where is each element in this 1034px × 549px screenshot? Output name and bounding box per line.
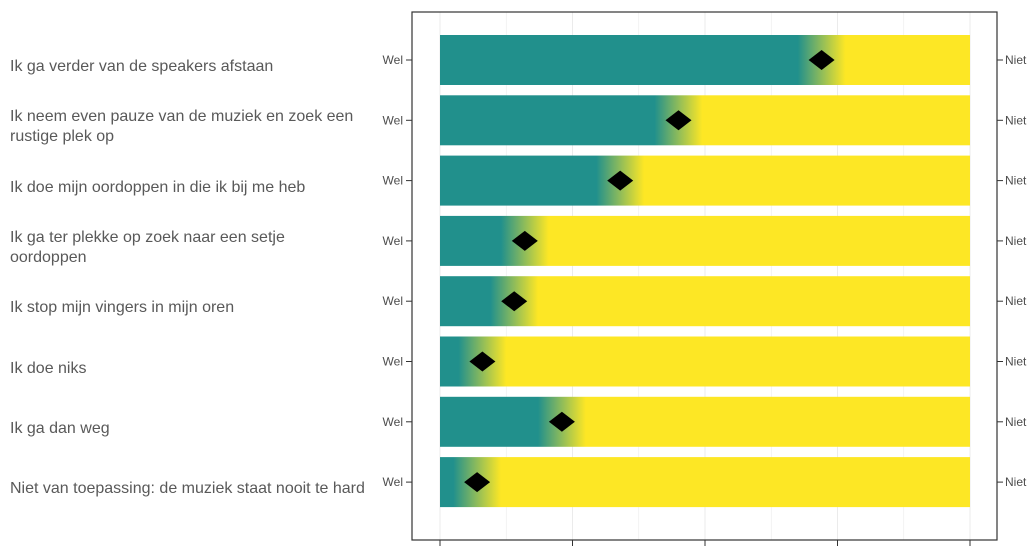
right-axis-label: Niet (1005, 174, 1027, 188)
category-label: Ik doe niks (10, 359, 87, 377)
bar (440, 336, 970, 387)
bar (440, 155, 970, 206)
bar (440, 396, 970, 447)
left-axis-label: Wel (383, 53, 403, 67)
category-label: Ik ga dan weg (10, 419, 110, 437)
data-marker (548, 411, 575, 432)
category-label: Ik ga verder van de speakers afstaan (10, 58, 274, 75)
bar (440, 35, 970, 85)
right-axis-label: Niet (1005, 234, 1027, 248)
data-marker (808, 50, 835, 70)
right-axis-label: Niet (1005, 415, 1027, 429)
category-label: Niet van toepassing: de muziek staat noo… (10, 480, 365, 498)
data-marker (469, 351, 496, 372)
data-marker (511, 230, 538, 251)
bar (440, 276, 970, 327)
data-marker (665, 110, 692, 131)
left-axis-label: Wel (383, 475, 403, 489)
left-axis-label: Wel (383, 294, 403, 308)
bar (440, 95, 970, 146)
category-label: Ik stop mijn vingers in mijn oren (10, 299, 235, 317)
category-label: Ik neem even pauze van de muziek en zoek… (10, 108, 354, 146)
right-axis-label: Niet (1005, 355, 1027, 369)
left-axis-label: Wel (383, 113, 403, 127)
markers (464, 50, 835, 493)
right-axis-label: Niet (1005, 113, 1027, 127)
right-axis-label: Niet (1005, 475, 1027, 489)
category-label: Ik doe mijn oordoppen in die ik bij me h… (10, 178, 306, 196)
x-ticks: 0255075100 (439, 540, 971, 546)
bars (440, 35, 970, 508)
data-marker (464, 472, 491, 493)
bar (440, 457, 970, 508)
left-axis-label: Wel (383, 355, 403, 369)
left-axis-label: Wel (383, 234, 403, 248)
panel-border (411, 11, 998, 541)
right-axis-label: Niet (1005, 294, 1027, 308)
category-label: Ik ga ter plekke op zoek naar een setje … (10, 228, 285, 266)
left-axis-label: Wel (383, 415, 403, 429)
data-marker (607, 170, 634, 191)
left-axis-label: Wel (383, 174, 403, 188)
right-axis-label: Niet (1005, 53, 1027, 67)
y-ticks: Wel Niet Wel Niet Wel Niet Wel Niet Wel Niet Wel Ni… (383, 53, 1027, 489)
data-marker (501, 291, 528, 312)
